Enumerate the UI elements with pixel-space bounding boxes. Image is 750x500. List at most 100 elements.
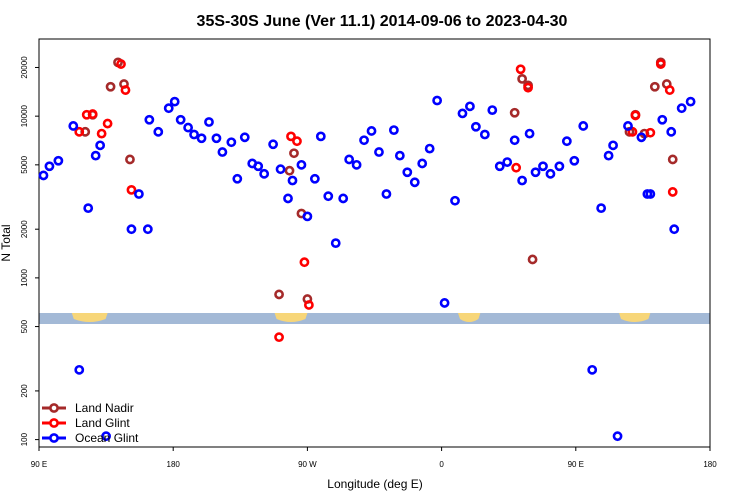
map-land-south-america xyxy=(274,313,308,322)
y-tick-label: 100 xyxy=(20,432,29,446)
point-land-nadir xyxy=(289,148,299,159)
point-land-nadir xyxy=(667,154,678,165)
point-land-glint xyxy=(87,109,98,119)
point-ocean-glint xyxy=(175,114,186,125)
point-ocean-glint xyxy=(569,155,580,166)
point-ocean-glint xyxy=(457,108,468,119)
legend-label-land-glint: Land Glint xyxy=(75,416,130,430)
point-ocean-glint xyxy=(287,175,298,186)
x-axis-title: Longitude (deg E) xyxy=(327,477,422,491)
point-land-glint xyxy=(116,59,126,69)
point-ocean-glint xyxy=(538,161,548,172)
x-tick-label: 90 E xyxy=(31,460,47,469)
point-ocean-glint xyxy=(253,161,264,172)
point-ocean-glint xyxy=(211,133,222,144)
point-ocean-glint xyxy=(196,133,207,144)
point-ocean-glint xyxy=(578,121,589,131)
point-land-glint xyxy=(303,300,314,310)
y-tick-label: 1000 xyxy=(20,268,29,286)
point-land-glint xyxy=(274,332,284,343)
point-ocean-glint xyxy=(603,150,614,161)
point-ocean-glint xyxy=(344,154,355,165)
point-ocean-glint xyxy=(685,96,696,107)
point-land-nadir xyxy=(274,289,284,300)
point-ocean-glint xyxy=(302,211,313,222)
point-ocean-glint xyxy=(561,136,572,147)
point-ocean-glint xyxy=(381,189,392,199)
x-tick-label: 180 xyxy=(167,460,181,469)
point-ocean-glint xyxy=(359,135,369,146)
y-tick-label: 20000 xyxy=(20,56,29,79)
point-ocean-glint xyxy=(596,203,607,214)
point-ocean-glint xyxy=(509,135,520,146)
point-land-glint xyxy=(667,187,678,197)
y-tick-label: 2000 xyxy=(20,220,29,238)
point-ocean-glint xyxy=(204,117,214,127)
point-land-glint xyxy=(627,126,638,137)
point-ocean-glint xyxy=(338,193,349,204)
point-ocean-glint xyxy=(524,128,535,139)
point-ocean-glint xyxy=(374,147,384,157)
point-ocean-glint xyxy=(450,195,460,206)
point-ocean-glint xyxy=(409,177,420,188)
point-land-glint xyxy=(515,64,526,75)
point-ocean-glint xyxy=(439,298,450,308)
point-ocean-glint xyxy=(676,103,687,114)
x-tick-label: 180 xyxy=(703,460,717,469)
point-ocean-glint xyxy=(232,173,243,184)
point-ocean-glint xyxy=(169,96,180,107)
point-ocean-glint xyxy=(394,150,405,161)
point-land-glint xyxy=(74,126,85,137)
point-ocean-glint xyxy=(608,140,618,151)
y-axis: 100 200 500 1000 2000 5000 10000 20000 xyxy=(20,56,39,446)
map-land-australia-repeat xyxy=(619,313,651,322)
point-ocean-glint xyxy=(388,125,399,135)
point-land-glint xyxy=(523,82,533,93)
point-ocean-glint xyxy=(83,203,94,214)
point-ocean-glint xyxy=(53,155,64,166)
point-ocean-glint xyxy=(90,150,101,161)
point-land-glint xyxy=(645,127,656,138)
point-land-glint xyxy=(96,128,107,139)
legend-marker-ocean-glint xyxy=(49,433,59,443)
point-ocean-glint xyxy=(612,431,623,442)
point-ocean-glint xyxy=(309,173,320,184)
legend-label-land-nadir: Land Nadir xyxy=(75,401,134,415)
legend-label-ocean-glint: Ocean Glint xyxy=(75,431,139,445)
point-land-nadir xyxy=(125,154,135,165)
point-ocean-glint xyxy=(479,129,490,140)
point-ocean-glint xyxy=(465,101,475,112)
map-land-australia xyxy=(71,313,108,322)
point-ocean-glint xyxy=(283,193,293,204)
point-ocean-glint xyxy=(183,122,194,133)
y-tick-label: 10000 xyxy=(20,104,29,127)
point-land-nadir xyxy=(105,81,116,92)
point-land-nadir xyxy=(527,254,538,265)
point-land-glint xyxy=(664,85,675,95)
point-ocean-glint xyxy=(126,224,137,235)
point-ocean-glint xyxy=(669,224,680,235)
y-axis-title: N Total xyxy=(0,224,13,261)
point-ocean-glint xyxy=(226,137,237,148)
point-ocean-glint xyxy=(144,114,155,125)
point-ocean-glint xyxy=(432,95,443,106)
point-land-glint xyxy=(286,131,296,142)
point-land-nadir xyxy=(649,81,660,92)
point-ocean-glint xyxy=(587,364,598,375)
point-land-glint xyxy=(126,184,137,195)
point-land-glint xyxy=(102,118,113,129)
x-tick-label: 0 xyxy=(439,460,444,469)
point-ocean-glint xyxy=(163,103,174,114)
point-ocean-glint xyxy=(502,157,513,167)
y-tick-label: 5000 xyxy=(20,155,29,173)
point-land-glint xyxy=(120,85,131,95)
plot-frame xyxy=(38,38,711,448)
point-ocean-glint xyxy=(487,105,498,116)
x-tick-label: 90 W xyxy=(298,460,317,469)
point-ocean-glint xyxy=(68,121,79,131)
y-tick-label: 200 xyxy=(20,384,29,398)
point-ocean-glint xyxy=(74,364,85,375)
point-land-glint xyxy=(292,136,302,147)
